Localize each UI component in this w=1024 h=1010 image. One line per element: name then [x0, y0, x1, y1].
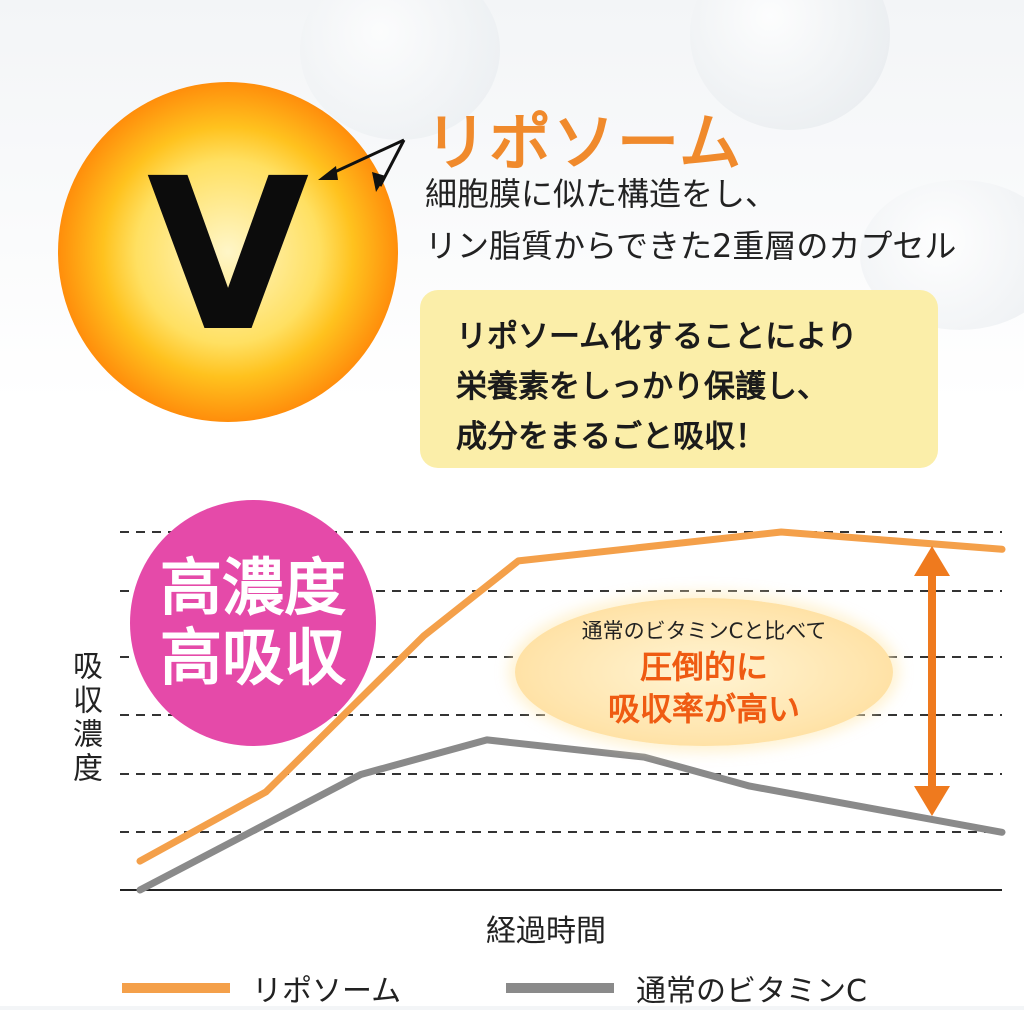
legend-normal: 通常のビタミンC [506, 966, 867, 1010]
x-axis-label: 経過時間 [486, 914, 606, 949]
pointer-arrow-icon [318, 138, 406, 192]
liposome-description: 細胞膜に似た構造をし、 リン脂質からできた2重層のカプセル [425, 168, 956, 272]
legend-label-normal: 通常のビタミンC [636, 974, 867, 1009]
molecule-decoration [300, 0, 500, 140]
vitamin-capsule-circle: V [58, 82, 398, 422]
benefit-callout: リポソーム化することにより 栄養素をしっかり保護し、 成分をまるごと吸収！ [420, 290, 938, 468]
comparison-big-text: 吸収率が高い [607, 690, 800, 728]
legend-label-liposome: リポソーム [252, 974, 402, 1009]
badge-line: 高吸収 [159, 621, 346, 694]
vitamin-letter: V [146, 133, 310, 378]
y-axis-label: 吸収濃度 [67, 650, 102, 786]
legend-swatch-liposome [122, 983, 230, 993]
desc-line: 細胞膜に似た構造をし、 [425, 175, 778, 213]
badge-line: 高濃度 [159, 551, 346, 624]
difference-arrow-up-icon [914, 546, 950, 576]
difference-arrow-down-icon [914, 786, 950, 816]
callout-line: リポソーム化することにより [456, 319, 858, 355]
callout-line: 栄養素をしっかり保護し、 [456, 369, 828, 405]
series-line-normal [136, 736, 1006, 894]
comparison-big-text: 圧倒的に [639, 648, 768, 686]
legend-swatch-normal [506, 983, 614, 993]
high-concentration-badge: 高濃度 高吸収 [130, 500, 376, 746]
series-line-liposome [136, 528, 1006, 865]
callout-line: 成分をまるごと吸収！ [456, 419, 766, 455]
liposome-title: リポソーム [425, 106, 744, 179]
comparison-bubble: 通常のビタミンCと比べて 圧倒的に 吸収率が高い [515, 598, 893, 746]
desc-line: リン脂質からできた2重層のカプセル [425, 227, 957, 265]
comparison-small-text: 通常のビタミンCと比べて [581, 619, 827, 643]
legend-liposome: リポソーム [122, 966, 401, 1010]
